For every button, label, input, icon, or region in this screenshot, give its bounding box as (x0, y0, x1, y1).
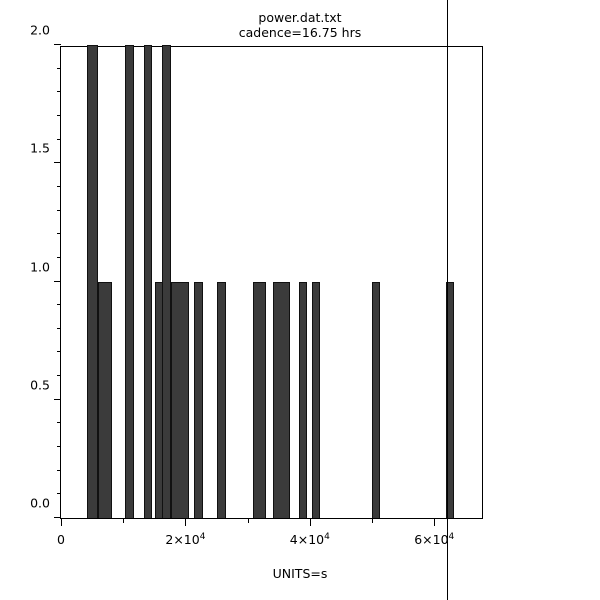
bar (87, 45, 98, 518)
chart-title-block: power.dat.txt cadence=16.75 hrs (0, 10, 600, 40)
bar (446, 281, 454, 518)
bars-layer (61, 45, 482, 518)
bar (217, 281, 226, 518)
bar (194, 281, 203, 518)
y-minor-tick (57, 446, 61, 448)
y-minor-tick (57, 233, 61, 235)
bar (155, 281, 163, 518)
y-tick (54, 398, 61, 400)
y-tick-label: 0.5 (30, 377, 50, 393)
y-minor-tick (57, 185, 61, 187)
y-tick (54, 162, 61, 164)
y-minor-tick (57, 67, 61, 69)
plot-frame: 0.0 0.5 1.0 1.5 2.0 0 2×104 4×104 6×104 (30, 23, 483, 547)
y-tick-label: 1.5 (30, 140, 50, 156)
x-tick (185, 518, 187, 526)
bar (125, 45, 134, 518)
y-minor-tick (57, 422, 61, 424)
bar (171, 281, 189, 518)
x-tick (309, 518, 311, 526)
y-minor-tick (57, 114, 61, 116)
chart-subtitle: cadence=16.75 hrs (238, 25, 362, 40)
y-minor-tick (57, 375, 61, 377)
x-minor-tick (123, 518, 125, 523)
y-minor-tick (57, 256, 61, 258)
bar (299, 281, 307, 518)
x-minor-tick (372, 518, 374, 523)
y-minor-tick (57, 469, 61, 471)
x-tick-label: 4×104 (289, 532, 330, 548)
y-tick-label: 0.0 (30, 495, 50, 511)
bar (312, 281, 320, 518)
y-tick-label: 2.0 (30, 22, 50, 38)
y-tick-label: 1.0 (30, 259, 50, 274)
y-minor-tick (57, 209, 61, 211)
bar (144, 45, 152, 518)
x-tick-exponent: 4 (199, 532, 206, 542)
x-tick-exponent: 4 (324, 532, 330, 542)
y-tick (54, 280, 61, 282)
x-minor-tick (247, 518, 249, 523)
y-minor-tick (57, 138, 61, 140)
vertical-cursor-line[interactable] (447, 0, 448, 600)
x-tick-label: 2×104 (165, 532, 206, 548)
y-tick (54, 44, 61, 45)
bar (162, 45, 171, 518)
y-minor-tick (57, 327, 61, 329)
chart-title: power.dat.txt (258, 10, 342, 25)
x-tick (434, 518, 436, 526)
y-tick (54, 517, 61, 518)
x-tick (61, 518, 62, 526)
y-minor-tick (57, 304, 61, 306)
x-tick-label: 6×104 (414, 532, 455, 548)
x-tick-exponent: 4 (448, 532, 455, 542)
bar (98, 281, 112, 518)
bar (253, 281, 266, 518)
bar (273, 281, 290, 518)
x-axis-caption: UNITS=s (272, 566, 328, 581)
y-minor-tick (57, 493, 61, 495)
bar (372, 281, 380, 518)
y-minor-tick (57, 351, 61, 353)
y-minor-tick (57, 91, 61, 93)
x-tick-label: 0 (57, 532, 65, 547)
